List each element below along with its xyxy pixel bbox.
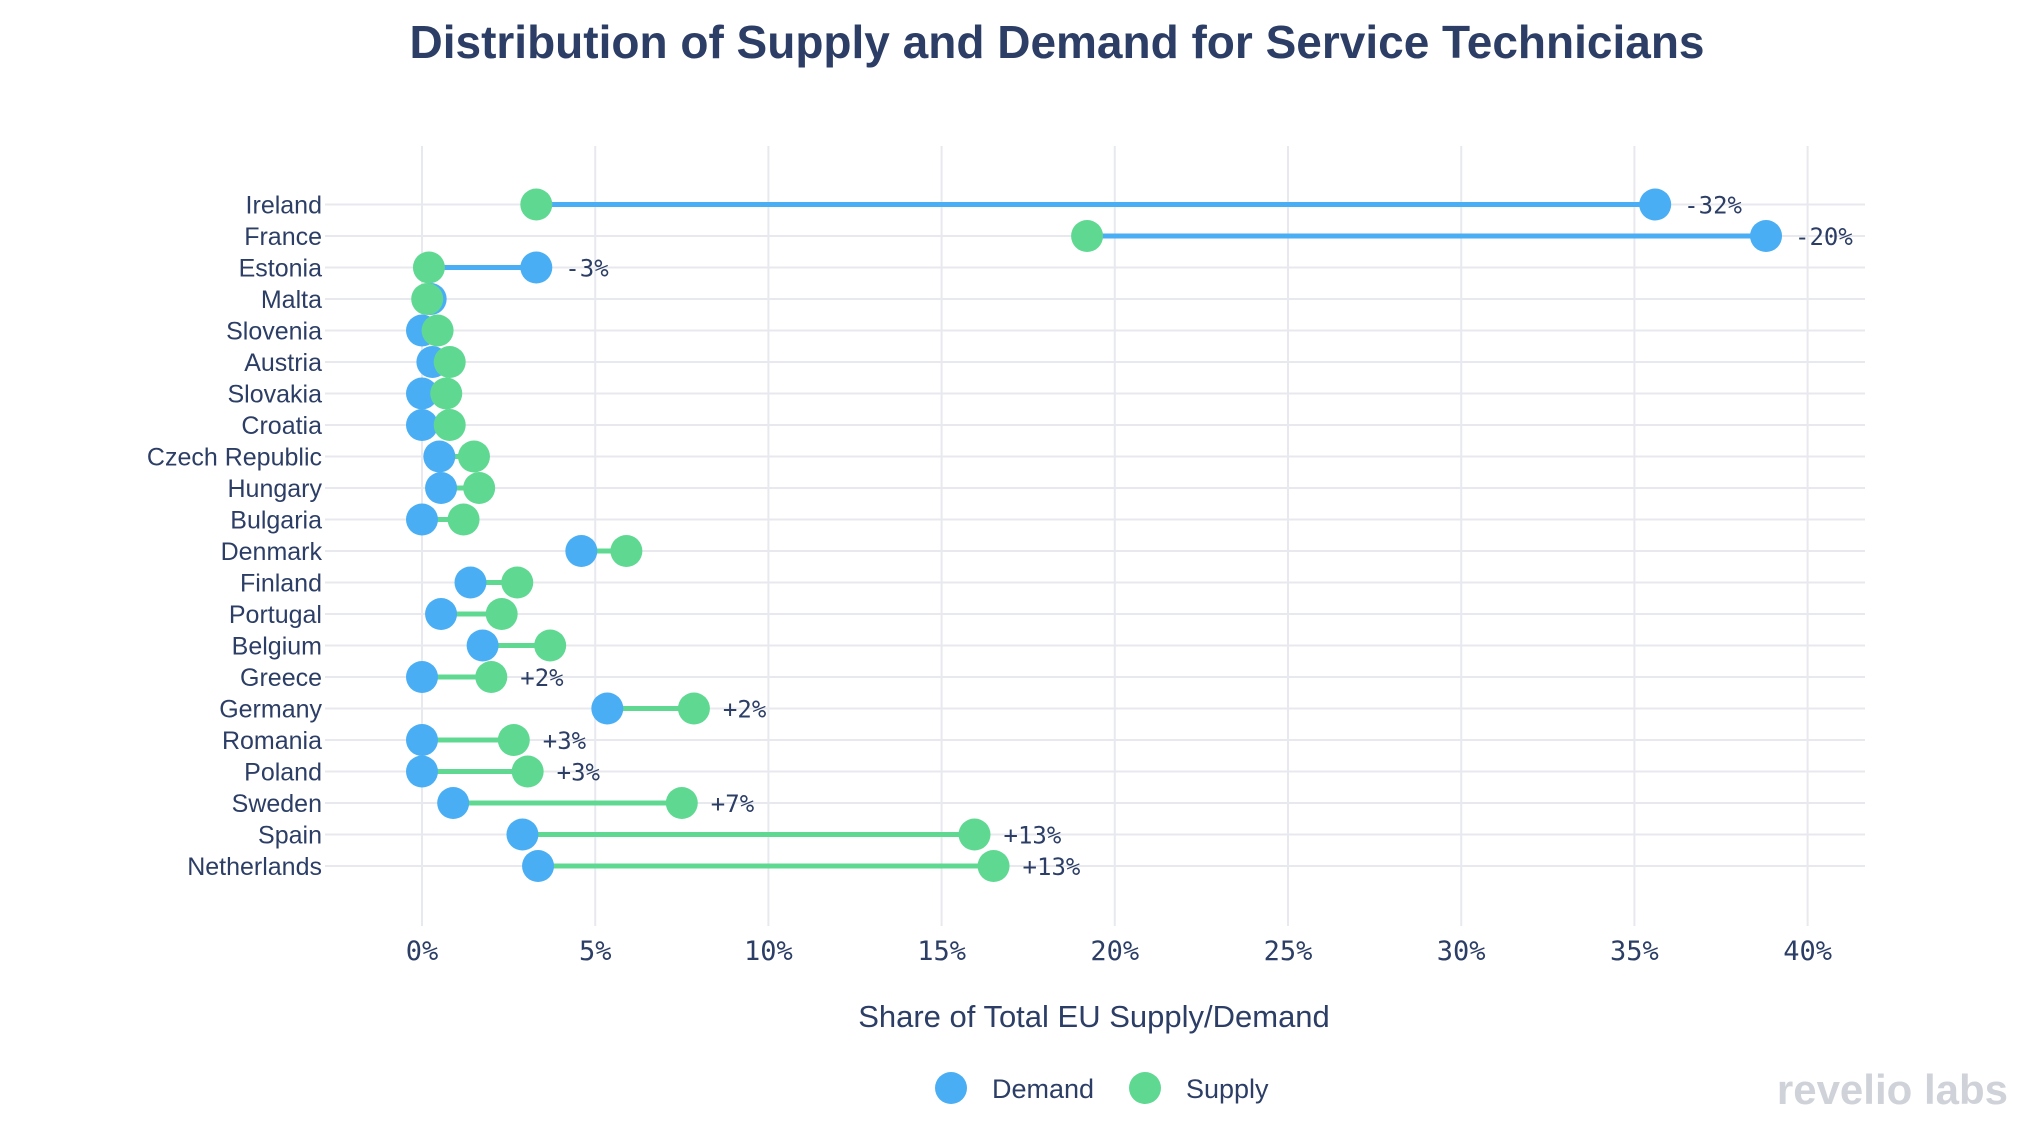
supply-point bbox=[501, 566, 534, 599]
annotations: -32% -20% -3% +2% +2% +3% +3% +7% +13% +13% bbox=[520, 192, 1853, 882]
demand-point bbox=[520, 251, 553, 284]
difference-annotation: +2% bbox=[723, 696, 767, 724]
legend-demand-marker bbox=[935, 1072, 967, 1104]
legend-demand-label: Demand bbox=[992, 1074, 1094, 1104]
legend-item-demand[interactable]: Demand bbox=[935, 1072, 1094, 1104]
y-tick-label: Slovenia bbox=[226, 318, 322, 346]
demand-point bbox=[425, 472, 458, 504]
demand-point bbox=[437, 787, 470, 819]
supply-point bbox=[421, 314, 454, 347]
legend-supply-marker bbox=[1129, 1072, 1161, 1104]
demand-point bbox=[406, 377, 438, 410]
supply-point bbox=[977, 850, 1010, 882]
supply-point bbox=[485, 598, 518, 630]
y-tick-label: Poland bbox=[244, 759, 322, 787]
supply-point bbox=[411, 283, 444, 315]
supply-point bbox=[1071, 220, 1104, 252]
y-axis-labels: Ireland France Estonia Malta Slovenia Austria… bbox=[147, 192, 323, 882]
x-tick-label: 5% bbox=[579, 936, 612, 967]
demand-point bbox=[522, 850, 555, 882]
difference-annotation: -32% bbox=[1684, 192, 1742, 220]
y-tick-label: Croatia bbox=[241, 412, 322, 440]
data-points bbox=[406, 188, 1783, 882]
y-tick-label: Romania bbox=[222, 727, 322, 755]
demand-point bbox=[454, 566, 487, 599]
difference-annotation: +7% bbox=[711, 790, 755, 818]
x-axis-title: Share of Total EU Supply/Demand bbox=[858, 999, 1330, 1034]
demand-point bbox=[1750, 220, 1783, 252]
y-tick-label: Czech Republic bbox=[147, 444, 322, 472]
supply-point bbox=[958, 818, 991, 851]
demand-point bbox=[565, 535, 598, 567]
x-tick-label: 20% bbox=[1090, 936, 1139, 967]
y-tick-label: Sweden bbox=[232, 790, 322, 818]
demand-point bbox=[425, 598, 458, 630]
x-tick-label: 25% bbox=[1264, 936, 1313, 967]
supply-point bbox=[534, 629, 567, 662]
difference-annotation: +13% bbox=[1004, 822, 1062, 850]
difference-annotation: +3% bbox=[557, 759, 601, 787]
difference-annotation: -20% bbox=[1795, 223, 1853, 251]
difference-annotation: +13% bbox=[1023, 853, 1081, 881]
demand-point bbox=[466, 629, 499, 662]
y-tick-label: Ireland bbox=[246, 192, 322, 220]
y-tick-label: Estonia bbox=[239, 255, 322, 283]
legend-supply-label: Supply bbox=[1186, 1074, 1269, 1104]
supply-point bbox=[665, 787, 698, 819]
chart-title: Distribution of Supply and Demand for Se… bbox=[409, 16, 1704, 68]
supply-point bbox=[412, 251, 445, 284]
x-tick-label: 40% bbox=[1783, 936, 1832, 967]
difference-annotation: +2% bbox=[520, 664, 564, 692]
gridlines bbox=[325, 146, 1865, 926]
y-tick-label: Bulgaria bbox=[230, 507, 322, 535]
supply-point bbox=[610, 535, 643, 567]
supply-point bbox=[457, 440, 490, 473]
supply-point bbox=[447, 503, 480, 536]
supply-point bbox=[463, 472, 496, 504]
y-tick-label: Spain bbox=[258, 822, 322, 850]
x-tick-label: 35% bbox=[1610, 936, 1659, 967]
y-tick-label: Greece bbox=[240, 664, 322, 692]
demand-point bbox=[406, 724, 438, 756]
demand-point bbox=[506, 818, 539, 851]
y-tick-label: Austria bbox=[244, 349, 322, 377]
x-tick-label: 15% bbox=[917, 936, 966, 967]
y-tick-label: France bbox=[244, 223, 322, 251]
y-tick-label: Netherlands bbox=[187, 853, 322, 881]
supply-point bbox=[511, 755, 544, 788]
y-tick-label: Germany bbox=[219, 696, 322, 724]
y-tick-label: Finland bbox=[240, 570, 322, 598]
y-tick-label: Malta bbox=[261, 286, 322, 314]
supply-point bbox=[497, 724, 530, 756]
x-tick-label: 30% bbox=[1437, 936, 1486, 967]
supply-point bbox=[520, 188, 553, 221]
demand-point bbox=[591, 692, 624, 725]
supply-point bbox=[433, 346, 466, 378]
demand-point bbox=[423, 440, 456, 473]
legend: Demand Supply bbox=[935, 1072, 1269, 1104]
difference-annotation: +3% bbox=[543, 727, 587, 755]
supply-point bbox=[475, 661, 508, 693]
demand-point bbox=[1639, 188, 1672, 221]
supply-point bbox=[433, 409, 466, 441]
x-axis-ticks: 0% 5% 10% 15% 20% 25% 30% 35% 40% bbox=[406, 936, 1832, 967]
x-tick-label: 10% bbox=[744, 936, 793, 967]
difference-annotation: -3% bbox=[565, 255, 609, 283]
demand-point bbox=[406, 503, 438, 536]
supply-point bbox=[430, 377, 463, 410]
y-tick-label: Denmark bbox=[221, 538, 323, 566]
y-tick-label: Portugal bbox=[229, 601, 322, 629]
legend-item-supply[interactable]: Supply bbox=[1129, 1072, 1269, 1104]
demand-point bbox=[406, 755, 438, 788]
revelio-labs-logo: revelio labs bbox=[1777, 1066, 2008, 1113]
y-tick-label: Slovakia bbox=[228, 381, 323, 409]
demand-point bbox=[406, 409, 438, 441]
y-tick-label: Hungary bbox=[228, 475, 323, 503]
supply-point bbox=[677, 692, 710, 725]
x-tick-label: 0% bbox=[406, 936, 439, 967]
y-tick-label: Belgium bbox=[232, 633, 322, 661]
demand-point bbox=[406, 661, 438, 693]
